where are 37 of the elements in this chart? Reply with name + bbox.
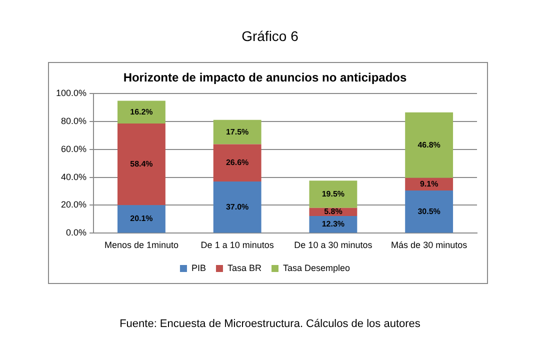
- legend-label: Tasa Desempleo: [282, 262, 350, 273]
- bar: [117, 123, 166, 206]
- x-tick-label: De 10 a 30 minutos: [294, 240, 373, 250]
- data-label: 58.4%: [130, 159, 153, 168]
- bar: [405, 190, 454, 233]
- source-note: Fuente: Encuesta de Microestructura. Cálculos de los autores: [118, 318, 422, 330]
- legend-label: PIB: [191, 262, 206, 273]
- y-tick-label: 40.0%: [60, 172, 87, 182]
- data-label: 20.1%: [130, 214, 153, 224]
- data-label: 12.3%: [322, 220, 345, 229]
- legend-label: Tasa BR: [227, 262, 262, 273]
- x-tick-label: De 1 a 10 minutos: [200, 240, 274, 250]
- data-label: 16.2%: [130, 107, 153, 116]
- x-tick-label: Menos de 1minuto: [104, 240, 178, 250]
- bar: [117, 100, 166, 124]
- data-label: 26.6%: [226, 158, 249, 168]
- bar: [405, 112, 454, 178]
- data-label: 9.1%: [420, 179, 438, 188]
- data-label: 37.0%: [226, 202, 249, 212]
- data-label: 5.8%: [324, 207, 342, 216]
- bar: [213, 120, 262, 144]
- bar: [309, 180, 358, 208]
- bar: [117, 205, 166, 233]
- y-tick-label: 60.0%: [60, 144, 87, 154]
- y-tick-label: 0.0%: [66, 228, 87, 238]
- data-label: 46.8%: [418, 140, 440, 150]
- chart-subtitle: Horizonte de impacto de anuncios no anticipados: [123, 70, 408, 85]
- chart-title: Gráfico 6: [240, 28, 300, 44]
- y-tick-label: 100.0%: [56, 88, 87, 98]
- data-label: 17.5%: [226, 127, 249, 136]
- y-tick-label: 20.0%: [60, 200, 87, 210]
- y-tick-label: 80.0%: [60, 116, 87, 126]
- bar: [213, 144, 262, 182]
- x-tick-label: Más de 30 minutos: [391, 240, 468, 250]
- data-label: 30.5%: [418, 206, 440, 216]
- data-label: 19.5%: [322, 189, 345, 198]
- bar: [213, 181, 262, 233]
